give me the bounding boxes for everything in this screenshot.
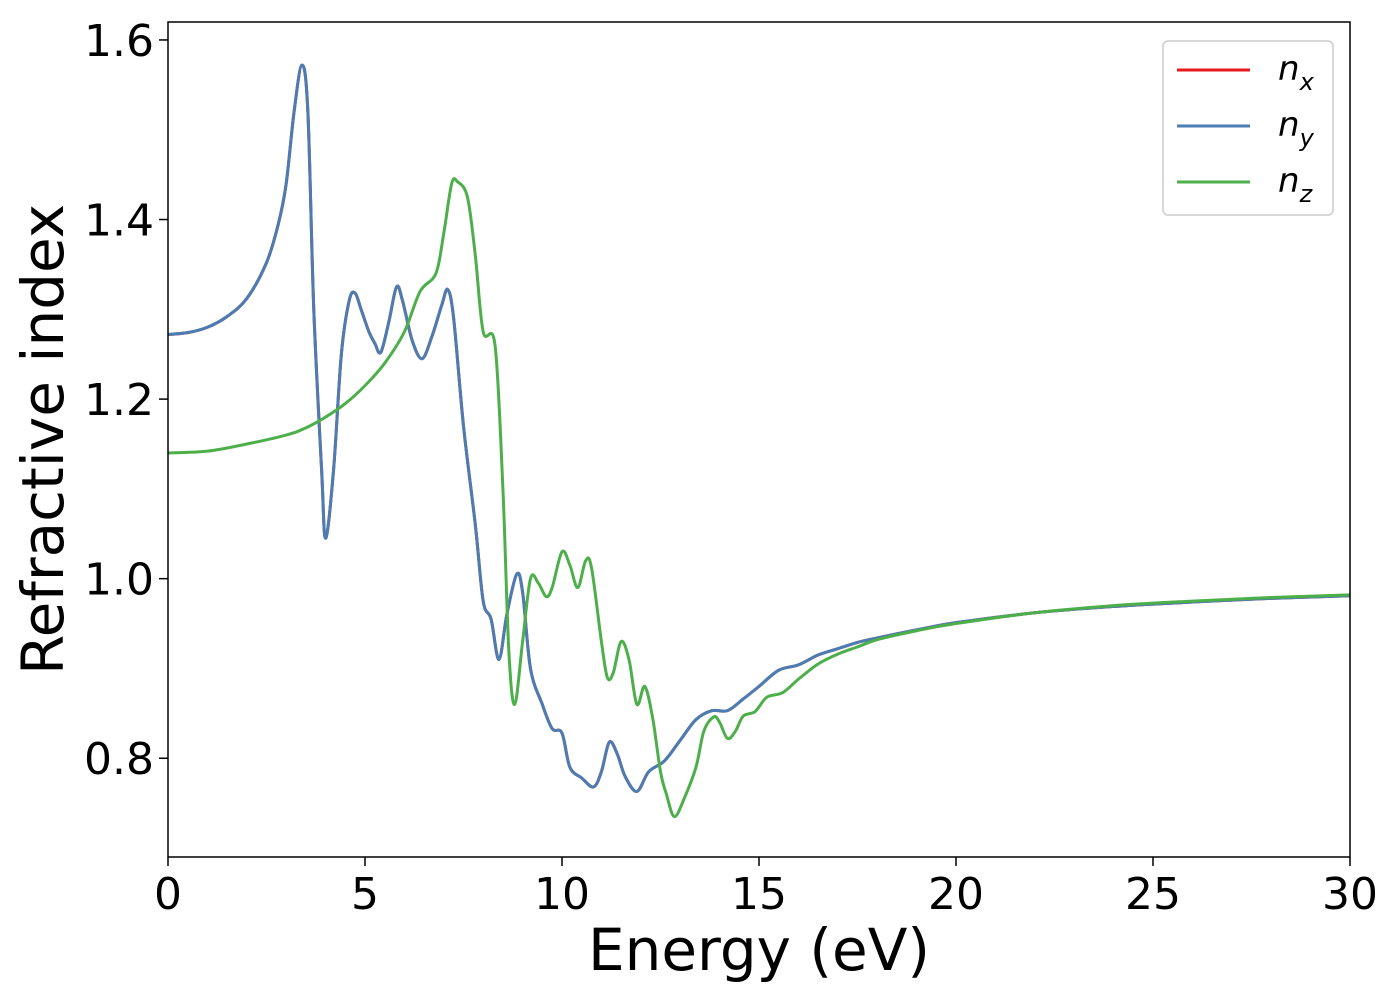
x-tick-label: 15 — [731, 869, 787, 920]
y-tick-label: 0.8 — [84, 734, 154, 785]
series-line-y — [167, 63, 1351, 793]
x-tick-label: 0 — [154, 869, 182, 920]
x-tick-label: 30 — [1322, 869, 1378, 920]
legend-label-main: n — [1278, 105, 1300, 145]
y-tick-label: 1.2 — [84, 375, 154, 426]
y-tick-label: 1.6 — [84, 16, 154, 67]
legend-label-subscript: y — [1299, 124, 1315, 152]
x-tick-label: 10 — [534, 869, 590, 920]
series-line-z — [167, 177, 1351, 819]
legend-label-main: n — [1278, 161, 1300, 201]
x-tick-label: 5 — [351, 869, 379, 920]
legend-label-z: nz — [1278, 161, 1314, 208]
x-tick-label: 20 — [928, 869, 984, 920]
y-tick-label: 1.4 — [84, 196, 154, 247]
x-axis-title: Energy (eV) — [588, 916, 930, 984]
legend-label-subscript: x — [1299, 68, 1315, 96]
y-tick-label: 1.0 — [84, 555, 154, 606]
series-lines — [167, 63, 1351, 819]
legend-box — [1162, 40, 1334, 216]
legend-label-subscript: z — [1299, 180, 1314, 208]
legend-label-x: nx — [1278, 49, 1315, 96]
y-axis-title: Refractive index — [9, 204, 77, 675]
x-axis: 0 5 10 15 20 25 30 — [154, 857, 1378, 920]
y-axis: 0.8 1.0 1.2 1.4 1.6 — [84, 16, 168, 785]
legend-label-y: ny — [1278, 105, 1315, 152]
x-tick-label: 25 — [1125, 869, 1181, 920]
legend-label-main: n — [1278, 49, 1300, 89]
